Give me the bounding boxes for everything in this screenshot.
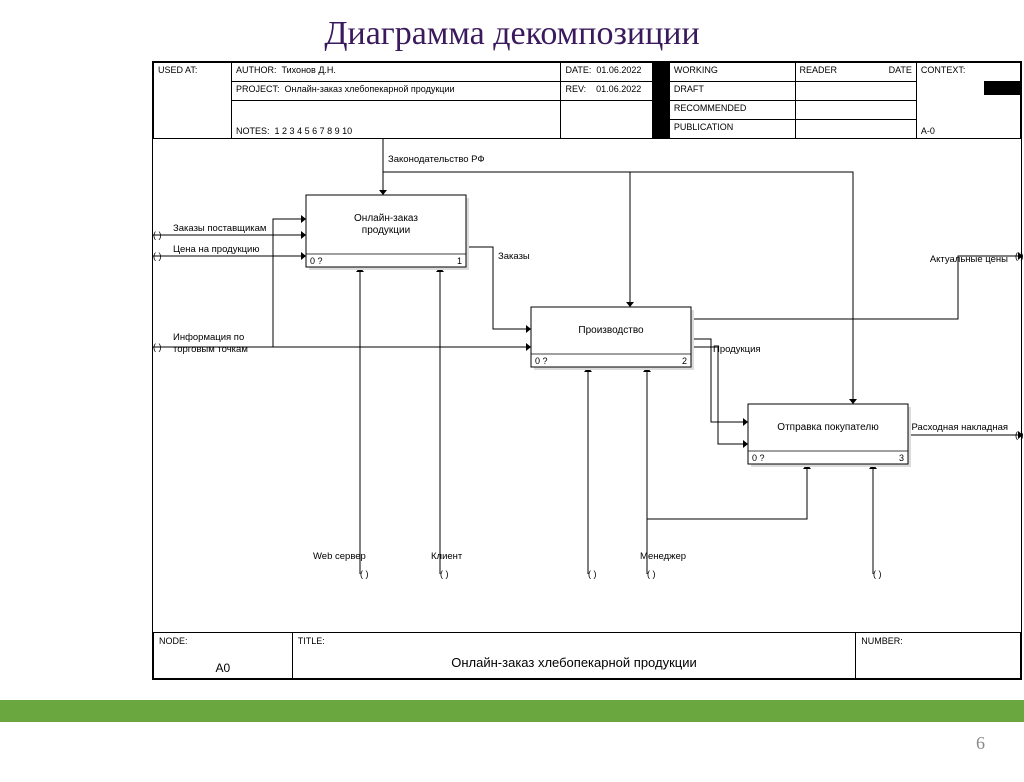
context-code: A-0 <box>921 126 935 136</box>
context-label: CONTEXT: <box>921 65 966 75</box>
notes-label: NOTES: <box>236 126 270 136</box>
arrow-label: Расходная накладная <box>912 422 1008 433</box>
slide-footer-bar <box>0 700 1024 722</box>
tunnel-marker: ( ) <box>153 230 162 240</box>
header-table: USED AT: AUTHOR: Тихонов Д.Н. DATE: 01.0… <box>153 62 1021 139</box>
date-label: DATE: <box>565 65 591 75</box>
tunnel-marker: ( ) <box>873 569 882 579</box>
context-block <box>984 81 1021 95</box>
footer-table: NODE: A0 TITLE: Онлайн-заказ хлебопекарн… <box>153 632 1021 679</box>
box-title: Онлайн-заказ <box>354 213 418 224</box>
arrow-head <box>301 215 306 223</box>
slide-title: Диаграмма декомпозиции <box>0 15 1024 53</box>
arrow-head <box>743 440 748 448</box>
box-title: Отправка покупателю <box>777 422 879 433</box>
page-number: 6 <box>976 733 985 754</box>
tunnel-marker: ( ) <box>360 569 369 579</box>
arrow-label: Продукция <box>713 344 761 355</box>
tunnel-marker: ( ) <box>153 251 162 261</box>
arrow-line <box>691 256 1023 319</box>
diagram-canvas: ( ) ( ) ( ) ( ) ( ) ( ) ( ) ( ) ( ) ( ) Онлайн-зак… <box>153 139 1023 632</box>
arrow-head <box>526 343 531 351</box>
tunnel-marker: ( ) <box>647 569 656 579</box>
arrow-label: Web сервер <box>313 551 366 562</box>
box-title: продукции <box>362 225 410 236</box>
project-label: PROJECT: <box>236 84 280 94</box>
idef0-frame: USED AT: AUTHOR: Тихонов Д.Н. DATE: 01.0… <box>152 61 1022 680</box>
status-recommended: RECOMMENDED <box>674 103 747 113</box>
project-value: Онлайн-заказ хлебопекарной продукции <box>285 84 455 94</box>
box-br: 3 <box>899 453 904 463</box>
tunnel-marker: ( ) <box>588 569 597 579</box>
box-bl: 0 ? <box>310 256 323 266</box>
status-draft: DRAFT <box>674 84 704 94</box>
notes-value: 1 2 3 4 5 6 7 8 9 10 <box>275 126 353 136</box>
arrow-label: Актуальные цены <box>930 254 1008 265</box>
arrow-label: Заказы поставщикам <box>173 223 266 234</box>
arrow-label: Заказы <box>498 251 530 262</box>
box-bl: 0 ? <box>752 453 765 463</box>
arrow-label: Менеджер <box>640 551 686 562</box>
arrow-line <box>647 464 807 519</box>
node-value: A0 <box>159 647 287 675</box>
arrow-label: Цена на продукцию <box>173 244 259 255</box>
arrow-label: Информация по <box>173 332 244 343</box>
activity-box <box>531 307 691 367</box>
arrow-head <box>849 399 857 404</box>
author-label: AUTHOR: <box>236 65 277 75</box>
arrow-label: Законодательство РФ <box>388 154 485 165</box>
tunnel-marker: ( ) <box>1015 251 1023 261</box>
title-value: Онлайн-заказ хлебопекарной продукции <box>298 647 851 670</box>
arrow-head <box>743 418 748 426</box>
status-publication: PUBLICATION <box>674 122 733 132</box>
title-label: TITLE: <box>298 636 325 646</box>
status-working: WORKING <box>674 65 718 75</box>
activity-box <box>748 404 908 464</box>
diagram-svg: ( ) ( ) ( ) ( ) ( ) ( ) ( ) ( ) ( ) ( ) Онлайн-зак… <box>153 139 1023 632</box>
reader-label: READER <box>800 65 838 75</box>
tunnel-marker: ( ) <box>1015 430 1023 440</box>
tunnel-marker: ( ) <box>153 342 162 352</box>
arrow-line <box>153 219 306 347</box>
node-label: NODE: <box>159 636 188 646</box>
box-br: 2 <box>682 356 687 366</box>
arrow-head <box>379 190 387 195</box>
rev-value: 01.06.2022 <box>596 84 641 94</box>
arrow-head <box>626 302 634 307</box>
number-label: NUMBER: <box>861 636 903 646</box>
box-bl: 0 ? <box>535 356 548 366</box>
arrow-head <box>301 231 306 239</box>
box-title: Производство <box>578 325 644 336</box>
box-br: 1 <box>457 256 462 266</box>
used-at-label: USED AT: <box>158 65 197 75</box>
date-value: 01.06.2022 <box>596 65 641 75</box>
arrow-head <box>526 325 531 333</box>
date2-label: DATE <box>889 65 912 75</box>
arrow-head <box>301 252 306 260</box>
author-value: Тихонов Д.Н. <box>282 65 336 75</box>
rev-label: REV: <box>565 84 586 94</box>
arrow-label: Клиент <box>431 551 463 562</box>
arrow-label: торговым точкам <box>173 344 248 355</box>
tunnel-marker: ( ) <box>440 569 449 579</box>
